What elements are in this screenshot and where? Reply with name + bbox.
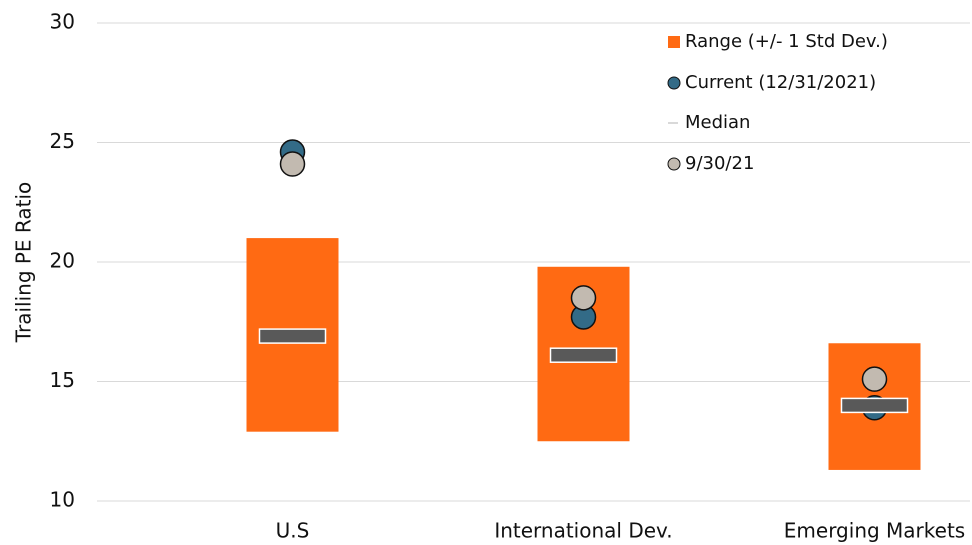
- y-tick-label: 25: [50, 129, 75, 153]
- x-tick-label: U.S: [276, 519, 310, 543]
- legend-label: 9/30/21: [685, 153, 754, 174]
- dot: [570, 285, 597, 311]
- legend-swatch: [667, 76, 681, 90]
- x-tick-label: Emerging Markets: [784, 519, 965, 543]
- y-tick-label: 30: [50, 10, 75, 34]
- legend-swatch: [667, 157, 681, 171]
- median-marker: [258, 328, 327, 344]
- legend-swatch: [668, 36, 680, 48]
- y-tick-label: 15: [50, 368, 75, 392]
- x-tick-label: International Dev.: [494, 519, 672, 543]
- median-marker: [549, 347, 618, 363]
- dot: [861, 366, 888, 392]
- legend-label: Range (+/- 1 Std Dev.): [685, 31, 888, 52]
- dot: [279, 151, 306, 177]
- legend-label: Median: [685, 112, 750, 133]
- median-marker: [840, 397, 909, 414]
- legend-label: Current (12/31/2021): [685, 72, 876, 93]
- y-axis-label: Trailing PE Ratio: [12, 182, 36, 344]
- y-tick-label: 10: [50, 488, 75, 512]
- y-tick-label: 20: [50, 249, 75, 273]
